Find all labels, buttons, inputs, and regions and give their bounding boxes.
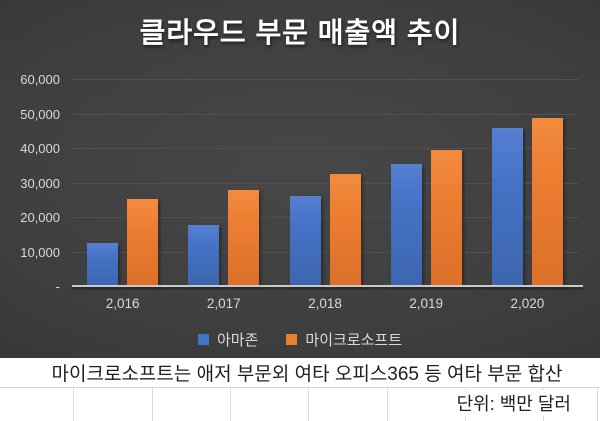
bar-microsoft-2016: [127, 198, 159, 285]
bar-amazon-2019: [390, 164, 422, 285]
y-tick-label: 30,000: [20, 175, 60, 191]
cell-gridline: [152, 388, 153, 418]
gridline-10000: [72, 251, 578, 253]
bar-amazon-2016: [87, 242, 119, 285]
unit-cell-row: 단위: 백만 달러: [0, 387, 600, 419]
bar-microsoft-2017: [228, 190, 260, 285]
x-tick-label-2018: 2,018: [308, 296, 342, 311]
cell-gridline: [308, 388, 309, 418]
legend-label: 마이크로소프트: [305, 331, 402, 349]
legend-item-microsoft: 마이크로소프트: [286, 329, 402, 350]
cell-gridline: [73, 418, 74, 421]
partial-cell-row: [0, 418, 600, 421]
x-axis-line: [72, 285, 584, 287]
bar-microsoft-2018: [329, 173, 361, 285]
cell-gridline: [387, 388, 388, 418]
unit-label: 단위: 백만 달러: [448, 390, 571, 416]
legend-swatch-icon: [286, 333, 298, 345]
spreadsheet-strip: 마이크로소프트는 애저 부문외 여타 오피스365 등 여타 부문 합산 단위:…: [0, 358, 600, 421]
gridline-20000: [72, 217, 578, 218]
footnote-row: 마이크로소프트는 애저 부문외 여타 오피스365 등 여타 부문 합산: [0, 358, 600, 387]
chart-legend: 아마존 마이크로소프트: [0, 329, 600, 349]
gridline-30000: [72, 182, 578, 184]
gridline-60000: [72, 79, 578, 80]
bar-microsoft-2020: [531, 118, 563, 285]
cell-gridline: [73, 388, 74, 418]
x-tick-label-2019: 2,019: [409, 296, 444, 311]
x-tick-label-2016: 2,016: [105, 296, 140, 311]
cell-gridline: [387, 418, 388, 421]
plot-area: - 10,000 20,000 30,000 40,000 50,000 60,000 2,…: [20, 73, 584, 311]
cell-gridline: [308, 418, 309, 421]
legend-label: 아마존: [216, 331, 259, 349]
bar-microsoft-2019: [430, 150, 462, 285]
y-tick-label: 60,000: [20, 72, 60, 87]
gridline-50000: [72, 113, 578, 115]
cell-gridline: [543, 418, 544, 421]
cell-gridline: [152, 418, 153, 421]
legend-item-amazon: 아마존: [197, 329, 259, 350]
cell-gridline: [230, 388, 231, 418]
gridline-40000: [72, 148, 578, 149]
x-tick-label-2020: 2,020: [510, 296, 545, 311]
x-tick-label-2017: 2,017: [206, 296, 241, 311]
legend-swatch-icon: [197, 333, 209, 345]
y-tick-label: 50,000: [20, 106, 60, 122]
y-tick-label: 40,000: [20, 141, 60, 156]
cell-gridline: [230, 418, 231, 421]
y-tick-label: 10,000: [20, 244, 60, 260]
y-tick-label: 20,000: [20, 210, 60, 225]
y-tick-label: -: [55, 279, 60, 294]
cell-gridline: [597, 418, 598, 421]
bar-amazon-2020: [491, 128, 523, 285]
footnote-text: 마이크로소프트는 애저 부문외 여타 오피스365 등 여타 부문 합산: [51, 364, 563, 385]
bar-amazon-2018: [289, 196, 321, 285]
bar-amazon-2017: [188, 224, 220, 285]
chart-title: 클라우드 부문 매출액 추이: [139, 17, 461, 48]
cell-gridline: [597, 388, 598, 418]
cell-gridline: [465, 418, 466, 421]
cloud-revenue-chart: 클라우드 부문 매출액 추이 - 10,000 20,000 30,000 40,000…: [0, 0, 600, 358]
